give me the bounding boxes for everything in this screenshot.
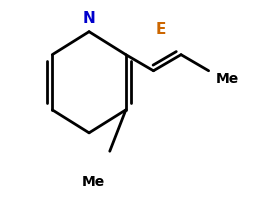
Text: Me: Me xyxy=(216,71,239,85)
Text: N: N xyxy=(83,11,96,26)
Text: Me: Me xyxy=(82,174,105,188)
Text: E: E xyxy=(155,22,166,37)
